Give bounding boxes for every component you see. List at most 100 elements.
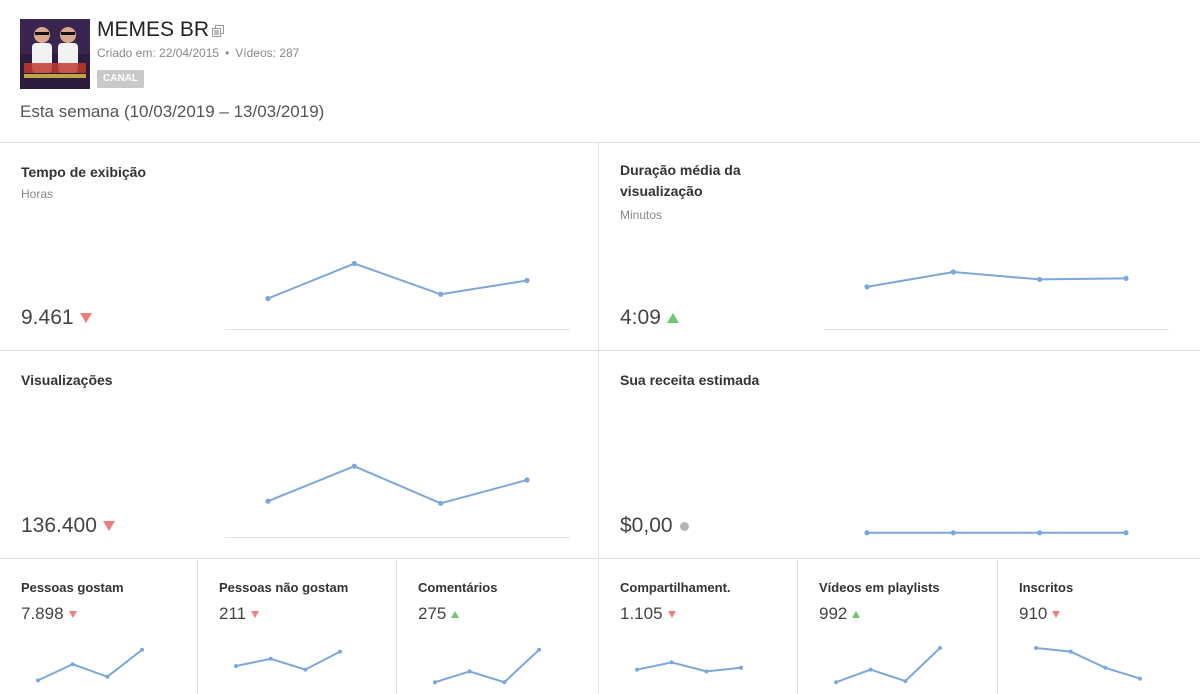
sparkline-point[interactable] xyxy=(938,646,942,650)
sparkline-point[interactable] xyxy=(1068,649,1073,654)
sparkline-point[interactable] xyxy=(834,680,838,685)
sparkline-point[interactable] xyxy=(140,647,144,652)
small-metric-title: Compartilhament. xyxy=(620,580,731,595)
avg-duration-sparkline xyxy=(864,269,1129,290)
revenue-card[interactable]: Sua receita estimada $0,00 xyxy=(599,351,1200,559)
sparkline-point[interactable] xyxy=(864,284,870,290)
views-sparkline xyxy=(265,463,530,506)
sparkline-point[interactable] xyxy=(351,260,357,267)
channel-badge: CANAL xyxy=(97,70,144,88)
small-metric-value-row: 7.898 xyxy=(21,604,77,624)
sparkline-point[interactable] xyxy=(1034,646,1038,650)
channel-title[interactable]: MEMES BR xyxy=(97,18,210,41)
small-metric-value-row: 211 xyxy=(219,604,260,624)
trend-down-icon xyxy=(79,313,92,324)
sparkline-point[interactable] xyxy=(635,667,639,672)
sparkline-point[interactable] xyxy=(265,295,271,302)
avg-duration-card[interactable]: Duração média da visualização Minutos 4:… xyxy=(599,143,1200,351)
small-metric-card[interactable]: Pessoas não gostam 211 xyxy=(198,560,397,694)
period-label: Esta semana (10/03/2019 – 13/03/2019) xyxy=(20,102,325,121)
sparkline-path xyxy=(835,647,941,684)
views-title: Visualizações xyxy=(21,372,113,388)
watch-time-sparkline xyxy=(265,260,530,302)
trend-neutral-icon xyxy=(679,521,689,531)
sparkline-point[interactable] xyxy=(265,498,271,504)
small-metric-sparkline xyxy=(635,660,743,674)
watch-time-value: 9.461 xyxy=(21,306,74,329)
sparkline-point[interactable] xyxy=(1123,275,1129,281)
sparkline-point[interactable] xyxy=(739,665,743,670)
sparkline-point[interactable] xyxy=(1037,530,1043,536)
chart-baseline xyxy=(225,537,570,538)
watch-time-value-row: 9.461 xyxy=(21,306,92,330)
sparkline-point[interactable] xyxy=(1037,276,1043,283)
small-metric-card[interactable]: Pessoas gostam 7.898 xyxy=(0,560,198,694)
views-value-row: 136.400 xyxy=(21,514,115,538)
trend-down-icon xyxy=(667,611,676,619)
small-metric-sparkline xyxy=(234,649,342,672)
chart-baseline xyxy=(225,329,570,330)
sparkline-point[interactable] xyxy=(351,463,357,469)
sparkline-point[interactable] xyxy=(950,530,956,536)
sparkline-point[interactable] xyxy=(903,679,908,684)
sparkline-point[interactable] xyxy=(704,669,709,674)
small-metric-value: 7.898 xyxy=(21,604,64,623)
sparkline-point[interactable] xyxy=(433,680,437,685)
views-card[interactable]: Visualizações 136.400 xyxy=(0,351,598,559)
trend-down-icon xyxy=(68,611,77,619)
avg-duration-value: 4:09 xyxy=(620,306,661,329)
trend-down-icon xyxy=(1052,611,1061,619)
open-external-icon[interactable] xyxy=(212,25,224,37)
trend-up-icon xyxy=(451,611,460,619)
channel-avatar[interactable] xyxy=(20,19,90,89)
sparkline-point[interactable] xyxy=(1138,676,1142,681)
sparkline-point[interactable] xyxy=(524,477,530,483)
sparkline-point[interactable] xyxy=(70,662,75,667)
sparkline-point[interactable] xyxy=(303,667,308,672)
sparkline-point[interactable] xyxy=(1103,665,1108,670)
revenue-value: $0,00 xyxy=(620,514,673,537)
small-metric-value-row: 1.105 xyxy=(620,604,676,624)
sparkline-point[interactable] xyxy=(438,500,444,506)
trend-up-icon xyxy=(852,611,861,619)
small-metric-card[interactable]: Comentários 275 xyxy=(397,560,599,694)
chart-baseline xyxy=(824,329,1169,330)
sparkline-point[interactable] xyxy=(438,291,444,297)
small-metric-title: Vídeos em playlists xyxy=(819,580,940,595)
revenue-value-row: $0,00 xyxy=(620,514,689,538)
sparkline-point[interactable] xyxy=(950,269,956,275)
trend-down-icon xyxy=(251,611,260,619)
sparkline-path xyxy=(267,465,528,505)
small-metric-value-row: 992 xyxy=(819,604,861,624)
small-metric-title: Inscritos xyxy=(1019,580,1074,595)
watch-time-card[interactable]: Tempo de exibição Horas 9.461 xyxy=(0,143,598,351)
sparkline-point[interactable] xyxy=(338,649,342,654)
sparkline-path xyxy=(235,650,341,671)
avg-duration-value-row: 4:09 xyxy=(620,306,679,330)
sparkline-point[interactable] xyxy=(36,678,40,683)
sparkline-point[interactable] xyxy=(669,660,674,665)
sparkline-point[interactable] xyxy=(537,647,541,652)
sparkline-point[interactable] xyxy=(268,656,273,661)
sparkline-point[interactable] xyxy=(502,680,507,685)
small-metric-value: 992 xyxy=(819,604,848,623)
sparkline-point[interactable] xyxy=(467,669,472,674)
trend-up-icon xyxy=(666,313,679,324)
small-metric-card[interactable]: Vídeos em playlists 992 xyxy=(798,560,998,694)
avg-duration-title-line1: Duração média da xyxy=(620,162,741,178)
sparkline-point[interactable] xyxy=(1123,530,1129,536)
watch-time-title: Tempo de exibição xyxy=(21,164,146,180)
sparkline-point[interactable] xyxy=(868,667,873,672)
small-metric-card[interactable]: Compartilhament. 1.105 xyxy=(599,560,798,694)
small-metric-title: Pessoas não gostam xyxy=(219,580,349,595)
small-metric-sparkline xyxy=(433,647,541,685)
sparkline-point[interactable] xyxy=(524,277,530,284)
sparkline-point[interactable] xyxy=(105,674,110,679)
meta-separator: • xyxy=(225,46,230,60)
small-metric-card[interactable]: Inscritos 910 xyxy=(998,560,1200,694)
sparkline-point[interactable] xyxy=(864,530,870,536)
small-metric-value-row: 275 xyxy=(418,604,460,624)
video-count: Vídeos: 287 xyxy=(235,46,300,60)
sparkline-point[interactable] xyxy=(234,664,238,668)
revenue-title: Sua receita estimada xyxy=(620,372,760,388)
